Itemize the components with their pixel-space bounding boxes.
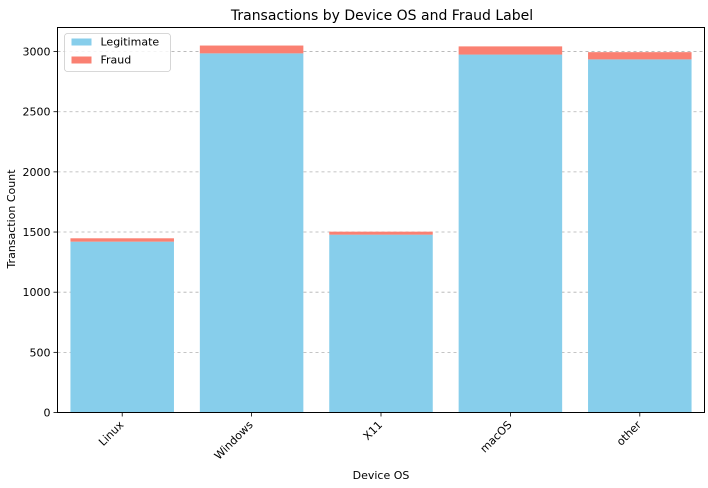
x-tick-label: macOS	[478, 418, 515, 455]
legend: Legitimate Fraud	[64, 33, 171, 72]
bar-legitimate-macos	[458, 54, 563, 413]
bar-fraud-other	[588, 52, 692, 60]
legend-swatch-legitimate	[71, 38, 92, 46]
y-tick-label: 3000	[23, 46, 51, 59]
y-tick-label: 1000	[23, 286, 51, 299]
y-ticks: 0 500 1000 1500 2000 2500 3000	[23, 46, 58, 420]
x-tick-label: other	[614, 418, 644, 448]
x-ticks: Linux Windows X11 macOS other	[96, 412, 644, 462]
y-tick-label: 1500	[23, 226, 51, 239]
bar-fraud-macos	[458, 46, 563, 55]
bar-legitimate-other	[588, 59, 692, 413]
bar-legitimate-linux	[70, 241, 174, 413]
x-tick-label: Linux	[96, 418, 126, 448]
legend-swatch-fraud	[71, 56, 92, 64]
bar-fraud-linux	[70, 238, 174, 242]
bars	[70, 45, 692, 413]
x-tick-label: Windows	[212, 418, 256, 462]
chart-title: Transactions by Device OS and Fraud Labe…	[230, 8, 533, 24]
bar-fraud-x11	[329, 231, 433, 235]
y-tick-label: 0	[44, 407, 51, 420]
legend-label-legitimate: Legitimate	[101, 36, 160, 49]
bar-fraud-windows	[199, 45, 304, 54]
bar-legitimate-x11	[329, 234, 433, 413]
bar-legitimate-windows	[199, 53, 304, 413]
y-tick-label: 500	[30, 346, 51, 359]
y-tick-label: 2000	[23, 166, 51, 179]
x-tick-label: X11	[361, 418, 385, 442]
legend-label-fraud: Fraud	[101, 54, 132, 67]
x-axis-label: Device OS	[353, 469, 410, 482]
y-tick-label: 2500	[23, 106, 51, 119]
y-axis-label: Transaction Count	[5, 169, 18, 270]
